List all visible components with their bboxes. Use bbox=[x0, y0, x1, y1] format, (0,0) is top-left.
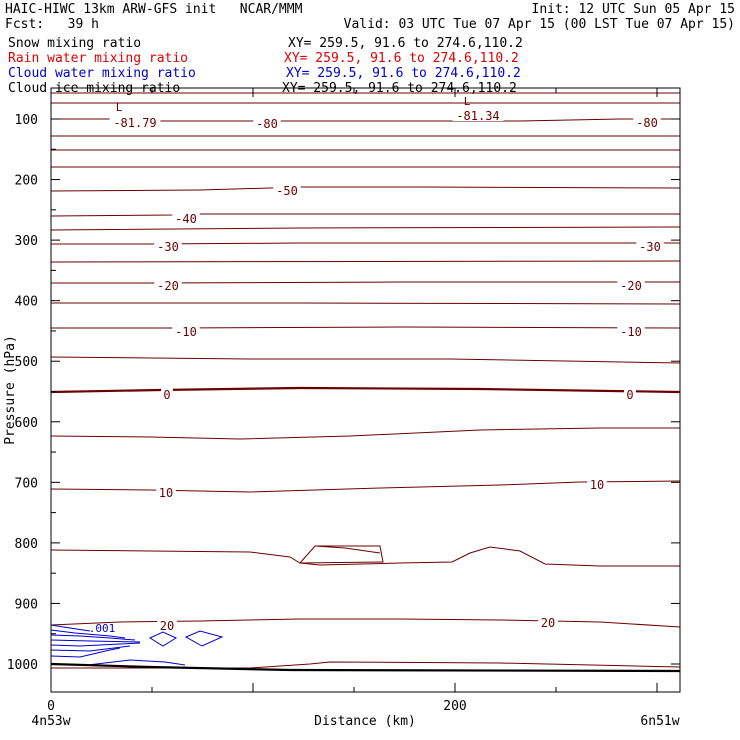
isotherm-minus30 bbox=[51, 242, 680, 245]
isotherm-i bbox=[50, 546, 680, 567]
cloud-water-line-2 bbox=[50, 629, 126, 639]
header-line1-right: Init: 12 UTC Sun 05 Apr 15 bbox=[531, 2, 736, 17]
field-cloudwater-name: Cloud water mixing ratio bbox=[8, 66, 196, 81]
cloud-water-line-5 bbox=[50, 642, 141, 647]
contour-lines bbox=[50, 92, 681, 669]
isotherm-20 bbox=[50, 618, 681, 628]
cloud-water-line-6 bbox=[50, 645, 131, 652]
y-axis-label: Pressure (hPa) bbox=[3, 335, 18, 445]
field-snow-name: Snow mixing ratio bbox=[8, 36, 142, 51]
contour-label-bg bbox=[587, 478, 607, 490]
isotherm-f bbox=[51, 302, 681, 305]
y-tick-label: 400 bbox=[15, 295, 38, 310]
y-tick-label: 900 bbox=[15, 597, 38, 612]
contour-label: -20 bbox=[157, 279, 179, 293]
cloud-water-line-7 bbox=[50, 647, 121, 658]
contour-label: -30 bbox=[157, 240, 179, 254]
contour-label-bg bbox=[161, 388, 173, 400]
contour-label-bg bbox=[172, 212, 200, 224]
contour-label-bg bbox=[273, 184, 301, 196]
contour-label-bg bbox=[636, 240, 664, 252]
cloud-water-line-1 bbox=[50, 624, 91, 632]
cloud-water-line-8 bbox=[87, 659, 186, 666]
contour-label: -81.79 bbox=[113, 116, 156, 130]
cloud-water-line-3 bbox=[50, 634, 136, 641]
contour-label: -80 bbox=[636, 116, 658, 130]
contour-label: -10 bbox=[175, 325, 197, 339]
field-cloudwater-xy: XY= 259.5, 91.6 to 274.6,110.2 bbox=[286, 66, 521, 81]
contour-label-bg bbox=[154, 240, 182, 252]
isotherm-minus50 bbox=[50, 186, 681, 192]
contour-label-bg bbox=[157, 619, 177, 631]
contour-label: -80 bbox=[256, 117, 278, 131]
contour-label-bg bbox=[109, 116, 161, 128]
cloud-water-cell-2 bbox=[184, 630, 224, 647]
cloud-water-label: .001 bbox=[89, 622, 116, 635]
contour-label: -10 bbox=[620, 325, 642, 339]
cloud-water-line-4 bbox=[50, 639, 141, 643]
contour-label: 0 bbox=[626, 388, 633, 402]
contour-label-bg bbox=[633, 116, 661, 128]
contour-label-bg bbox=[156, 486, 176, 498]
isotherm-g bbox=[50, 356, 681, 364]
contour-label-bg bbox=[617, 325, 645, 337]
contour-label: 0 bbox=[163, 388, 170, 402]
contour-label-bg bbox=[253, 117, 281, 129]
y-tick-label: 200 bbox=[15, 174, 38, 189]
y-tick-label: 600 bbox=[15, 416, 38, 431]
contour-label: 10 bbox=[159, 486, 173, 500]
plot-frame bbox=[50, 87, 681, 693]
isotherm-closed-box bbox=[298, 545, 384, 564]
contour-label-bg bbox=[452, 109, 504, 121]
isotherm-h bbox=[50, 427, 680, 440]
extremum-label: L bbox=[464, 95, 471, 108]
cloud-water-cell-1 bbox=[148, 631, 178, 647]
isotherm-10 bbox=[50, 480, 681, 493]
field-rain-xy: XY= 259.5, 91.6 to 274.6,110.2 bbox=[284, 51, 519, 66]
y-tick-label: 1000 bbox=[7, 658, 38, 673]
contour-label-bg bbox=[624, 388, 636, 400]
x-end-label-right: 6n51w bbox=[640, 714, 679, 729]
y-tick-label: 100 bbox=[15, 113, 38, 128]
header-line2-right: Valid: 03 UTC Tue 07 Apr 15 (00 LST Tue … bbox=[343, 17, 735, 32]
contour-label-bg bbox=[172, 325, 200, 337]
contour-label: -81.34 bbox=[456, 109, 499, 123]
y-tick-label: 800 bbox=[15, 537, 38, 552]
x-axis-label: Distance (km) bbox=[314, 714, 416, 729]
isotherm-minus40 bbox=[50, 213, 680, 217]
terrain-line bbox=[50, 662, 681, 673]
contour-label-bg bbox=[538, 616, 558, 628]
y-tick-label: 300 bbox=[15, 234, 38, 249]
cloud-water-contours bbox=[50, 624, 224, 666]
extremum-label: L bbox=[116, 101, 123, 114]
field-rain-name: Rain water mixing ratio bbox=[8, 51, 189, 66]
header-line1-left: HAIC-HIWC 13km ARW-GFS init NCAR/MMM bbox=[5, 2, 303, 17]
x-tick-label: 200 bbox=[443, 699, 466, 714]
isotherm-j bbox=[314, 545, 381, 554]
contour-label-group: -81.79 -80 -81.34 -80 -50 -40 -30 -30 -20 -20 -10 -… bbox=[89, 95, 664, 635]
isotherm-d bbox=[50, 226, 681, 231]
contour-label: -20 bbox=[620, 279, 642, 293]
field-snow-xy: XY= 259.5, 91.6 to 274.6,110.2 bbox=[288, 36, 523, 51]
isotherm-minus10 bbox=[51, 326, 681, 329]
contour-label-bg bbox=[154, 279, 182, 291]
contour-label: 20 bbox=[541, 616, 555, 630]
isotherm-minus20 bbox=[51, 281, 680, 284]
isotherm-e bbox=[50, 260, 681, 263]
contour-label: 10 bbox=[590, 478, 604, 492]
contour-label-bg bbox=[617, 279, 645, 291]
y-tick-label: 700 bbox=[15, 476, 38, 491]
contour-label: -50 bbox=[276, 184, 298, 198]
x-tick-label: 0 bbox=[47, 699, 55, 714]
x-end-label-left: 4n53w bbox=[31, 714, 70, 729]
contour-label: 20 bbox=[160, 619, 174, 633]
header-line2-left: Fcst: 39 h bbox=[5, 17, 99, 32]
contour-label: -30 bbox=[639, 240, 661, 254]
y-tick-label: 500 bbox=[15, 355, 38, 370]
isotherm-zero bbox=[50, 386, 681, 394]
contour-label: -40 bbox=[175, 212, 197, 226]
